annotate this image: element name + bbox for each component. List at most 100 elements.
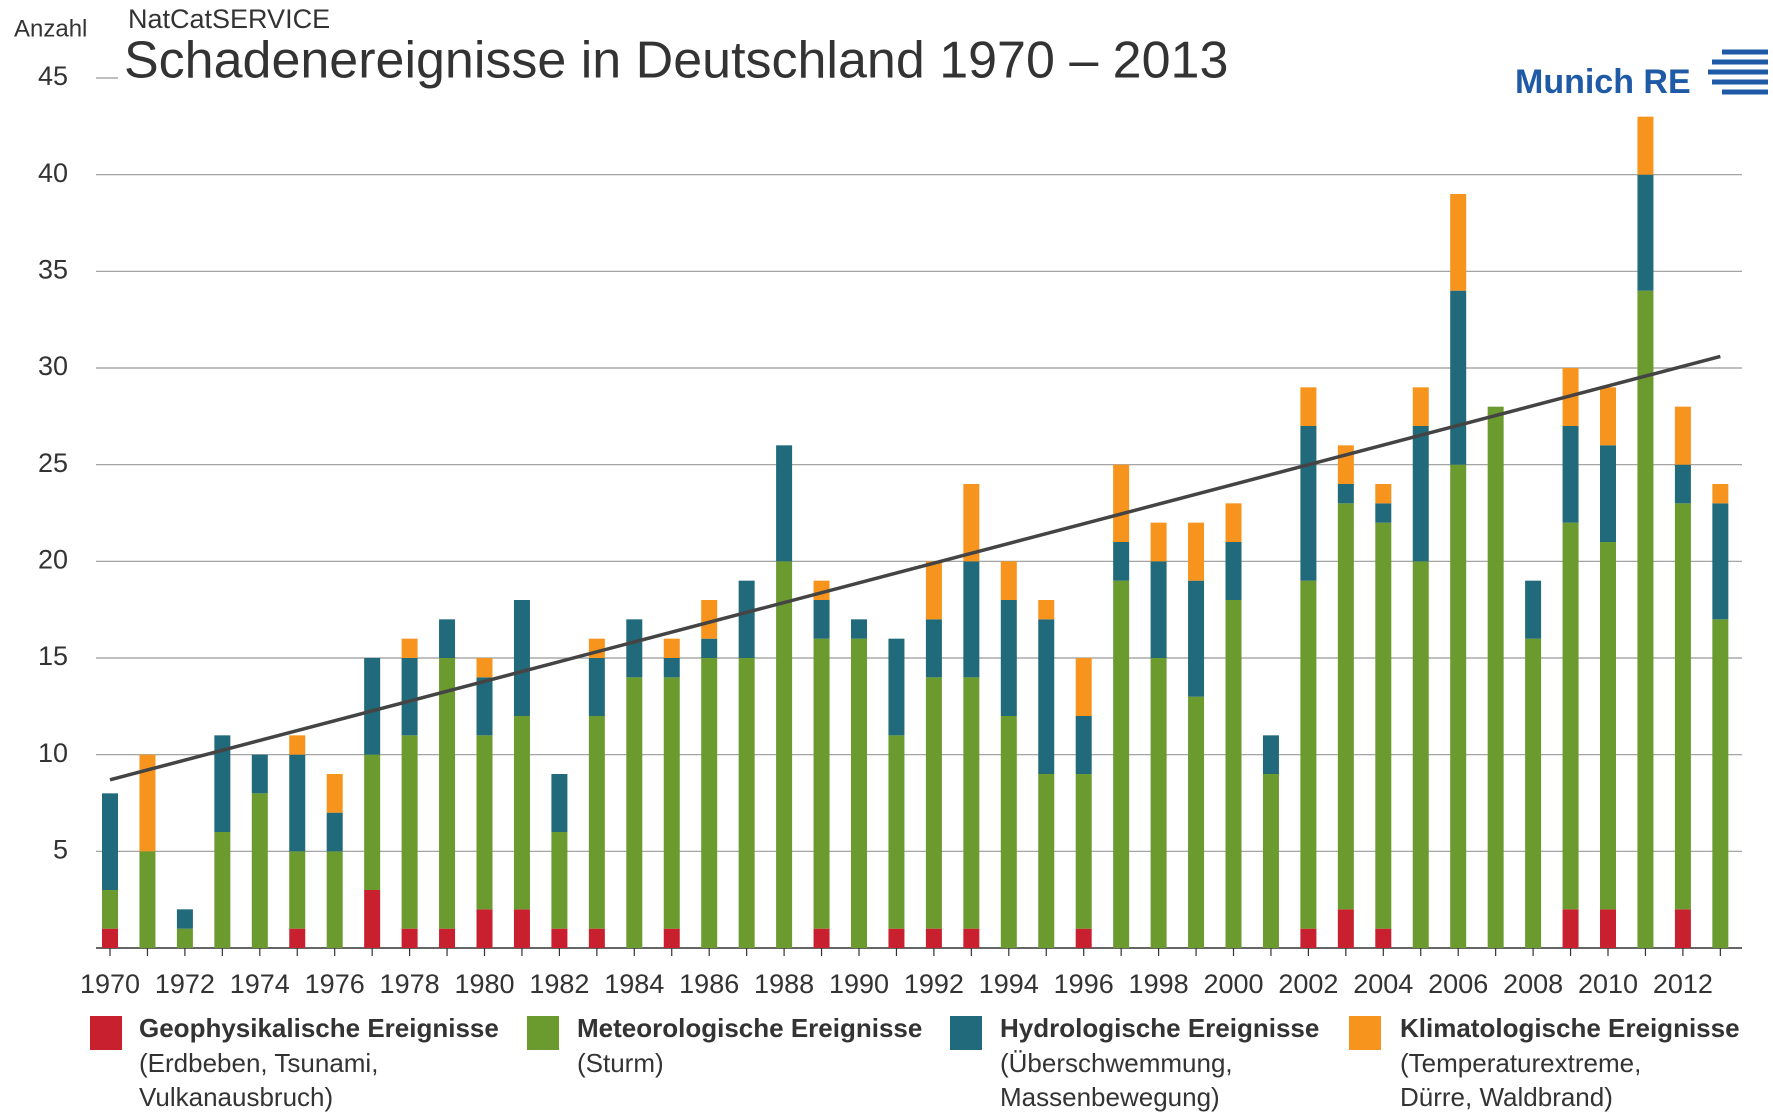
legend-swatch <box>950 1016 982 1050</box>
bar-segment <box>1637 174 1654 291</box>
bar-segment <box>176 909 193 929</box>
x-tick-label: 1970 <box>80 969 140 999</box>
bar-segment <box>401 658 418 736</box>
x-tick-label: 2008 <box>1503 969 1563 999</box>
bar-segment <box>1674 406 1691 465</box>
bar-segment <box>476 909 493 948</box>
x-tick-label: 1996 <box>1054 969 1114 999</box>
y-tick-label: 15 <box>38 641 68 671</box>
bar-segment <box>1412 561 1429 948</box>
bar-segment <box>326 851 343 948</box>
legend-label: Meteorologische Ereignisse <box>577 1013 922 1043</box>
bar-segment <box>588 716 605 929</box>
bar-segment <box>1525 638 1542 948</box>
bar-segment <box>588 928 605 948</box>
legend-description: Massenbewegung) <box>1000 1082 1220 1112</box>
y-axis-label: Anzahl <box>14 15 87 42</box>
bar-segment <box>401 928 418 948</box>
y-tick-label: 45 <box>38 61 68 91</box>
bar-segment <box>1525 580 1542 639</box>
bar-segment <box>1450 194 1467 291</box>
legend-swatch <box>90 1016 122 1050</box>
bar-segment <box>1450 464 1467 948</box>
bar-segment <box>1562 426 1579 523</box>
bar-segment <box>925 928 942 948</box>
legend-description: (Überschwemmung, <box>1000 1048 1233 1078</box>
bar-segment <box>289 735 306 755</box>
bar-segment <box>663 658 680 678</box>
bar-segment <box>1412 387 1429 426</box>
bar-segment <box>289 851 306 929</box>
legend-description: Dürre, Waldbrand) <box>1400 1082 1613 1112</box>
legend-label: Klimatologische Ereignisse <box>1400 1013 1740 1043</box>
bar-segment <box>1337 909 1354 948</box>
bar-segment <box>776 561 793 948</box>
bar-segment <box>701 658 718 948</box>
bar-segment <box>214 735 231 832</box>
y-tick-label: 5 <box>53 834 68 864</box>
bar-segment <box>1375 484 1392 504</box>
bar-segment <box>888 928 905 948</box>
bar-segment <box>1375 928 1392 948</box>
bar-segment <box>1337 484 1354 504</box>
bar-segment <box>1262 735 1279 774</box>
bar-segment <box>963 561 980 678</box>
bar-segment <box>251 793 268 948</box>
bar-segment <box>1075 774 1092 929</box>
bar-segment <box>214 832 231 948</box>
bar-segment <box>813 638 830 929</box>
legend-description: (Sturm) <box>577 1048 664 1078</box>
bar-segment <box>1712 503 1729 620</box>
x-tick-label: 1976 <box>305 969 365 999</box>
bar-segment <box>1337 445 1354 484</box>
corner-label: NatCatSERVICE <box>128 4 330 34</box>
bar-segment <box>1113 464 1130 542</box>
bar-segment <box>1188 580 1205 697</box>
bar-segment <box>401 638 418 658</box>
bar-segment <box>364 754 381 890</box>
bar-segment <box>551 928 568 948</box>
x-tick-label: 2000 <box>1203 969 1263 999</box>
bar-segment <box>701 600 718 639</box>
bar-segment <box>626 677 643 948</box>
bar-segment <box>1300 928 1317 948</box>
x-tick-label: 1980 <box>454 969 514 999</box>
x-tick-label: 1986 <box>679 969 739 999</box>
bar-segment <box>1075 716 1092 774</box>
x-tick-label: 1988 <box>754 969 814 999</box>
y-tick-label: 30 <box>38 351 68 381</box>
bar-segment <box>738 580 755 658</box>
bar-segment <box>1412 426 1429 562</box>
bar-segment <box>289 754 306 852</box>
bar-segment <box>1225 600 1242 948</box>
bar-segment <box>139 851 156 948</box>
chart-title: Schadenereignisse in Deutschland 1970 – … <box>124 32 1228 90</box>
bar-segment <box>1038 600 1055 620</box>
bar-segment <box>326 774 343 813</box>
bar-segment <box>1150 658 1167 948</box>
bar-segment <box>1637 116 1654 175</box>
bar-segment <box>1600 445 1616 542</box>
y-tick-label: 35 <box>38 254 68 284</box>
x-tick-label: 2004 <box>1353 969 1413 999</box>
bar-segment <box>102 793 118 890</box>
bar-segment <box>663 638 680 658</box>
bar-segment <box>1375 522 1392 929</box>
bar-segment <box>1262 774 1279 948</box>
bar-segment <box>102 928 118 948</box>
bar-segment <box>1113 542 1130 581</box>
bar-segment <box>289 928 306 948</box>
bar-segment <box>1487 406 1504 949</box>
bar-segment <box>1600 542 1616 910</box>
bar-segment <box>1150 522 1167 562</box>
legend-description: (Temperaturextreme, <box>1400 1048 1641 1078</box>
x-tick-label: 1992 <box>904 969 964 999</box>
bar-segment <box>251 754 268 794</box>
bar-segment <box>401 735 418 929</box>
bar-segment <box>626 619 643 678</box>
x-tick-label: 1990 <box>829 969 889 999</box>
x-tick-label: 1998 <box>1129 969 1189 999</box>
y-tick-label: 20 <box>38 544 68 574</box>
bar-segment <box>1562 522 1579 910</box>
bar-segment <box>1225 542 1242 600</box>
